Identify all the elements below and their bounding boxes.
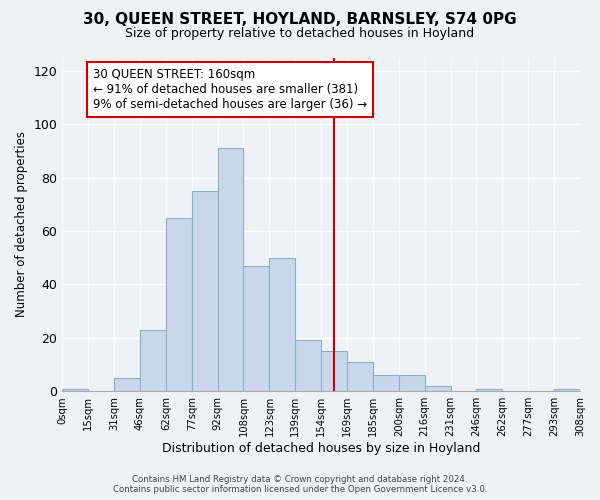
Bar [399, 375, 425, 391]
Bar [554, 388, 580, 391]
Bar [218, 148, 244, 391]
Bar [62, 388, 88, 391]
Text: Contains HM Land Registry data © Crown copyright and database right 2024.
Contai: Contains HM Land Registry data © Crown c… [113, 474, 487, 494]
Bar [347, 362, 373, 391]
Bar [476, 388, 502, 391]
Bar [269, 258, 295, 391]
Bar [114, 378, 140, 391]
Text: 30, QUEEN STREET, HOYLAND, BARNSLEY, S74 0PG: 30, QUEEN STREET, HOYLAND, BARNSLEY, S74… [83, 12, 517, 28]
Bar [192, 191, 218, 391]
Y-axis label: Number of detached properties: Number of detached properties [15, 132, 28, 318]
Bar [321, 351, 347, 391]
X-axis label: Distribution of detached houses by size in Hoyland: Distribution of detached houses by size … [162, 442, 481, 455]
Text: Size of property relative to detached houses in Hoyland: Size of property relative to detached ho… [125, 28, 475, 40]
Bar [244, 266, 269, 391]
Bar [166, 218, 192, 391]
Bar [295, 340, 321, 391]
Bar [425, 386, 451, 391]
Bar [373, 375, 399, 391]
Bar [140, 330, 166, 391]
Text: 30 QUEEN STREET: 160sqm
← 91% of detached houses are smaller (381)
9% of semi-de: 30 QUEEN STREET: 160sqm ← 91% of detache… [94, 68, 367, 111]
